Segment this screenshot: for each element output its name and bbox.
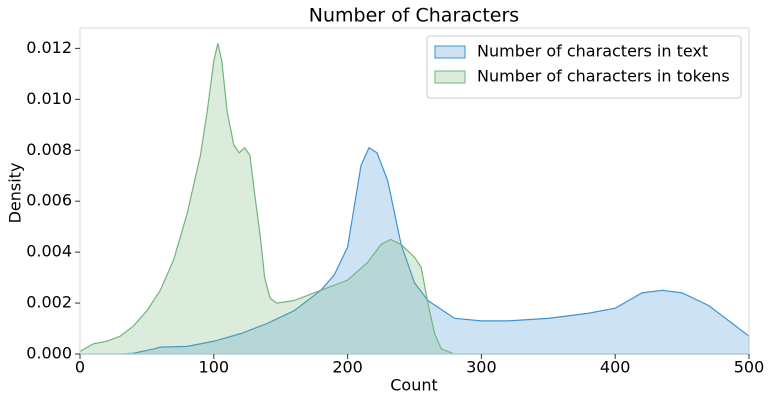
legend-swatch xyxy=(434,45,466,59)
x-tick-label: 0 xyxy=(75,358,85,377)
y-tick-label: 0.004 xyxy=(26,242,72,261)
y-tick-label: 0.006 xyxy=(26,191,72,210)
x-tick-label: 400 xyxy=(600,358,631,377)
density-area xyxy=(79,43,749,355)
chart-title: Number of Characters xyxy=(309,5,519,27)
y-tick-label: 0.012 xyxy=(26,38,72,57)
y-tick-label: 0.008 xyxy=(26,140,72,159)
density-area xyxy=(80,146,750,355)
y-tick-label: 0.002 xyxy=(26,293,72,312)
legend-label: Number of characters in text xyxy=(477,42,708,61)
y-tick-label: 0.000 xyxy=(26,344,72,363)
legend-box xyxy=(426,35,742,99)
legend-swatch xyxy=(434,70,466,84)
y-tick-label: 0.010 xyxy=(26,89,72,108)
x-tick-label: 200 xyxy=(332,358,363,377)
legend-label: Number of characters in tokens xyxy=(477,67,730,86)
x-tick-label: 500 xyxy=(734,358,765,377)
x-axis-label: Count xyxy=(390,376,438,395)
legend: Number of characters in text Number of ch… xyxy=(426,35,742,99)
x-tick-label: 300 xyxy=(466,358,497,377)
plot-frame xyxy=(79,27,750,355)
y-axis-label: Density xyxy=(6,163,25,224)
x-tick-label: 100 xyxy=(199,358,230,377)
